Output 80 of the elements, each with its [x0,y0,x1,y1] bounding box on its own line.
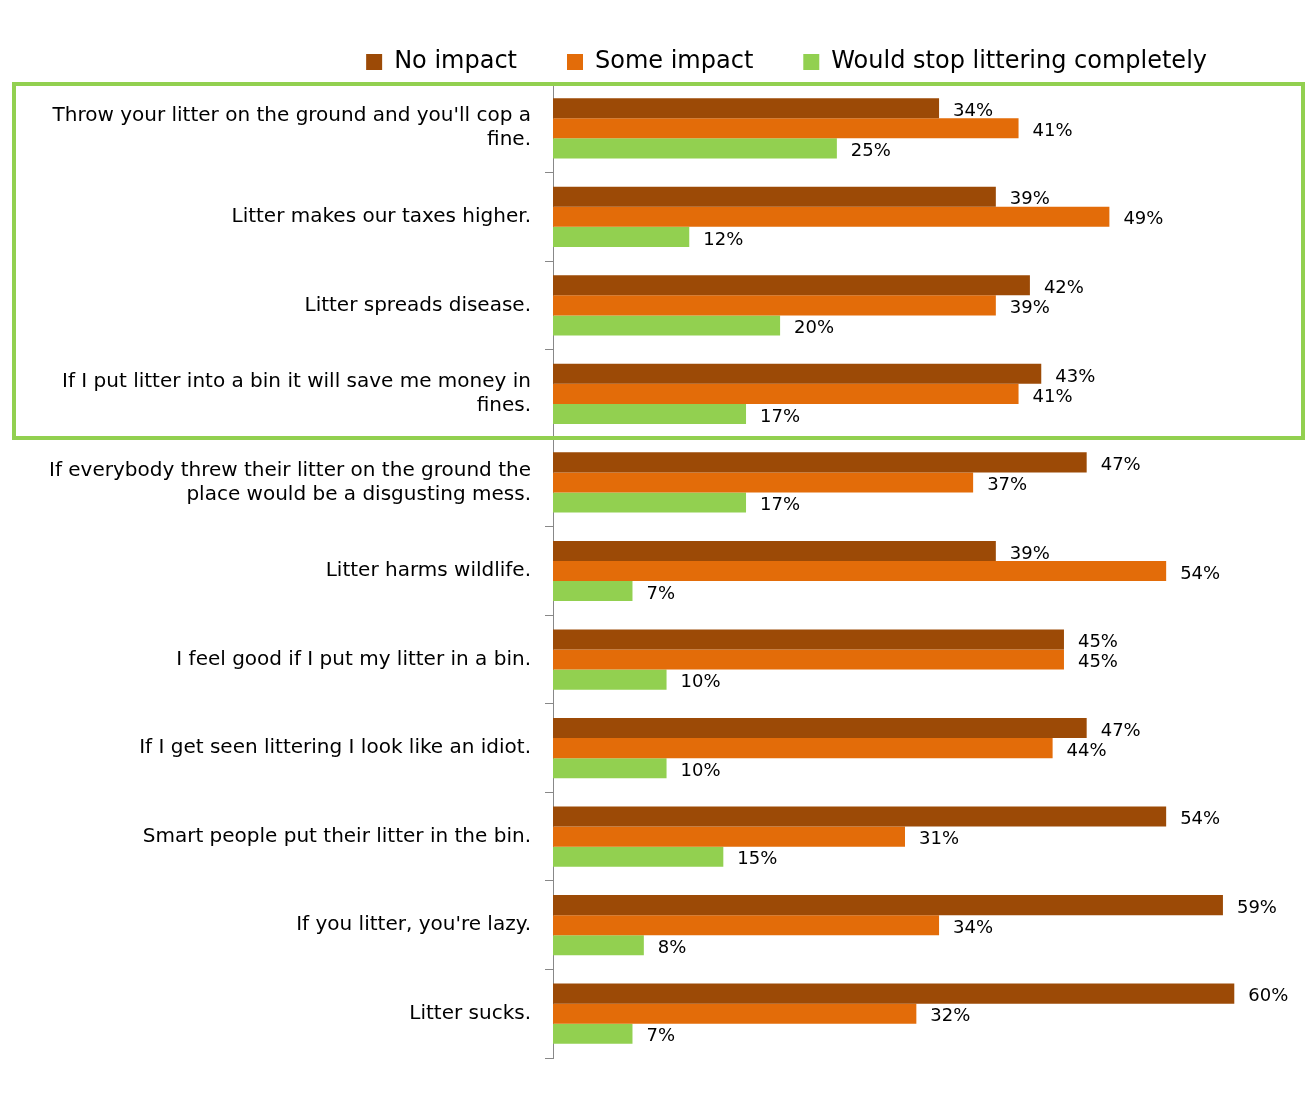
data-label: 8% [657,935,687,957]
data-label: 17% [760,493,801,515]
y-tick-label: Throw your litter on the ground and you'll cop a fine. [51,102,531,151]
y-tick-label: Litter spreads disease. [304,291,531,316]
data-label: 12% [703,227,744,249]
y-tick-label: Litter sucks. [409,999,531,1024]
bar [553,383,1019,404]
bar [553,935,644,956]
bar [553,846,724,867]
bar [553,581,633,602]
bar [553,915,940,936]
data-label: 15% [737,847,778,869]
data-label: 42% [1043,275,1084,297]
bar [553,649,1064,670]
data-label: 32% [930,1004,971,1026]
bar [553,806,1167,827]
bar [553,738,1053,759]
data-label: 44% [1066,738,1107,760]
y-tick-label: Smart people put their litter in the bin. [142,822,531,847]
bar [553,118,1019,139]
legend-label: Would stop littering completely [831,46,1207,75]
data-label: 47% [1100,718,1141,740]
data-label: 37% [987,473,1028,495]
data-label: 10% [680,758,721,780]
data-label: 49% [1123,207,1164,229]
bar [553,452,1087,473]
data-label: 41% [1032,118,1073,140]
legend-label: Some impact [595,46,754,75]
data-label: 7% [646,581,676,603]
bar [553,669,667,690]
y-tick-label: I feel good if I put my litter in a bin. [176,645,531,670]
bar [553,295,996,316]
data-label: 39% [1009,541,1050,563]
bar [553,717,1087,739]
data-label: 45% [1077,650,1118,672]
y-tick-label: If I put litter into a bin it will save me money in fines. [62,368,531,417]
bar [553,98,940,119]
bar [553,226,690,247]
data-label: 31% [919,827,960,849]
bar [553,826,905,847]
data-label: 7% [646,1024,676,1046]
data-label: 20% [794,316,835,338]
y-tick-label: If I get seen littering I look like an idiot. [139,734,531,759]
bar [553,492,747,513]
bar [553,472,974,493]
y-tick-label: If everybody threw their litter on the ground the place would be a disgusting mess. [49,456,531,505]
y-tick-label: Litter makes our taxes higher. [231,203,531,228]
bar [553,363,1042,384]
data-label: 54% [1180,807,1221,829]
bar [553,540,996,561]
data-label: 39% [1009,187,1050,209]
data-label: 60% [1248,984,1289,1006]
data-label: 41% [1032,384,1073,406]
data-label: 10% [680,670,721,692]
bar [553,138,837,159]
bar [553,206,1110,227]
data-label: 45% [1077,630,1118,652]
data-label: 47% [1100,453,1141,475]
data-label: 54% [1180,561,1221,583]
bar [553,560,1167,582]
bar [553,983,1235,1004]
bar [553,186,996,207]
data-label: 34% [953,915,994,937]
bar [553,315,781,336]
bar [553,275,1030,296]
bar [553,403,747,425]
bar [553,629,1064,650]
y-tick-label: If you litter, you're lazy. [296,911,531,936]
data-label: 34% [953,98,994,120]
legend-label: No impact [394,46,517,75]
y-tick-label: Litter harms wildlife. [325,557,531,582]
bar [553,758,667,779]
bar [553,1023,633,1044]
bar [553,895,1223,916]
data-label: 43% [1055,364,1096,386]
data-label: 59% [1236,895,1277,917]
bar [553,1003,917,1024]
data-label: 39% [1009,296,1050,318]
data-label: 25% [850,139,891,161]
data-label: 17% [760,404,801,426]
